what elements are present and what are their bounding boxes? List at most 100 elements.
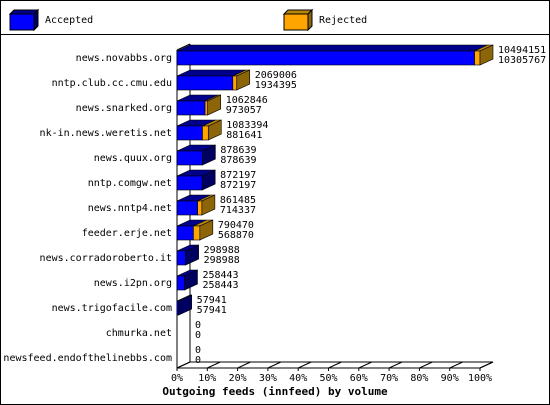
x-tick-label: 0% [171,373,183,384]
value-label: 57941 [197,305,227,316]
y-tick-label: news.i2pn.org [94,278,172,289]
bar-side [201,169,216,191]
x-tick [328,361,342,369]
value-label: 0 [195,355,201,366]
value-label: 790470 [218,220,254,231]
value-label: 878639 [220,155,256,166]
y-tick-label: nntp.comgw.net [88,178,172,189]
bar [176,250,186,266]
bar-top [176,44,488,52]
bar [474,50,481,66]
y-tick-label: news.trigofacile.com [52,303,172,314]
value-label: 568870 [218,230,254,241]
legend-swatch [282,9,314,15]
value-label: 714337 [220,205,256,216]
bar-side [185,244,199,266]
value-label: 872197 [220,180,256,191]
bar-side [207,119,222,141]
value-label: 1062846 [226,95,268,106]
bar-side [202,144,216,166]
x-tick [419,361,433,369]
value-label: 872197 [220,170,256,181]
x-tick-label: 30% [259,373,277,384]
bar [176,75,234,91]
bar [202,125,209,141]
x-tick-label: 90% [441,373,459,384]
bar [197,200,203,216]
bar-side [479,44,494,66]
legend-label: Accepted [45,15,93,26]
x-tick [207,361,221,369]
y-tick-label: news.snarked.org [76,103,172,114]
value-label: 878639 [220,145,256,156]
value-label: 973057 [226,105,262,116]
y-tick-label: nk-in.news.weretis.net [40,128,172,139]
bar-side [236,69,251,91]
x-tick-label: 100% [468,373,492,384]
value-label: 2069006 [255,70,297,81]
legend-swatch [33,8,39,32]
x-tick [297,361,312,369]
x-tick-label: 50% [319,373,337,384]
value-label: 1934395 [255,80,297,91]
legend-swatch [307,8,313,32]
legend-swatch [9,13,35,31]
bar-side [201,194,216,216]
y-tick-label: newsfeed.endofthelinebbs.com [3,353,172,364]
value-label: 861485 [220,195,256,206]
y-tick-label: chmurka.net [106,328,172,339]
legend-swatch [8,9,40,15]
value-label: 57941 [197,295,227,306]
bar [176,100,206,116]
bar [204,100,208,116]
x-tick [176,361,191,369]
value-label: 10305767 [498,55,546,66]
bar-side [199,219,214,241]
bar [176,225,194,241]
value-label: 258443 [202,280,238,291]
x-tick-label: 60% [350,373,368,384]
value-label: 1083394 [226,120,268,131]
y-tick-label: nntp.club.cc.cmu.edu [52,78,172,89]
bar-side [184,269,198,291]
y-tick-label: news.quux.org [94,153,172,164]
bar [176,50,475,66]
value-label: 298988 [204,245,240,256]
bar [232,75,238,91]
x-tick [237,361,251,369]
x-tick-label: 10% [198,373,216,384]
x-tick [267,361,282,369]
y-tick-label: news.corradoroberto.it [40,253,172,264]
axis [176,43,191,51]
x-tick [449,361,463,369]
x-tick [388,361,403,369]
bar [176,150,203,166]
bar [176,125,203,141]
y-tick-label: news.novabbs.org [76,53,172,64]
x-tick-label: 40% [289,373,307,384]
bar [176,200,198,216]
legend-swatch [283,13,309,31]
value-label: 10494151 [498,45,546,56]
x-tick-label: 70% [380,373,398,384]
bar-side [178,294,192,316]
bar [176,175,203,191]
value-label: 0 [195,330,201,341]
bar [176,275,185,291]
value-label: 0 [195,345,201,356]
value-label: 0 [195,320,201,331]
x-tick [358,361,373,369]
value-label: 881641 [226,130,262,141]
value-label: 258443 [202,270,238,281]
x-tick-label: 20% [229,373,247,384]
value-label: 298988 [204,255,240,266]
y-tick-label: news.nntp4.net [88,203,172,214]
bar-side [207,94,221,116]
y-tick-label: feeder.erje.net [82,228,172,239]
bar [193,225,201,241]
chart-title: Outgoing feeds (innfeed) by volume [162,385,388,398]
x-tick [479,361,494,369]
legend-label: Rejected [319,15,367,26]
